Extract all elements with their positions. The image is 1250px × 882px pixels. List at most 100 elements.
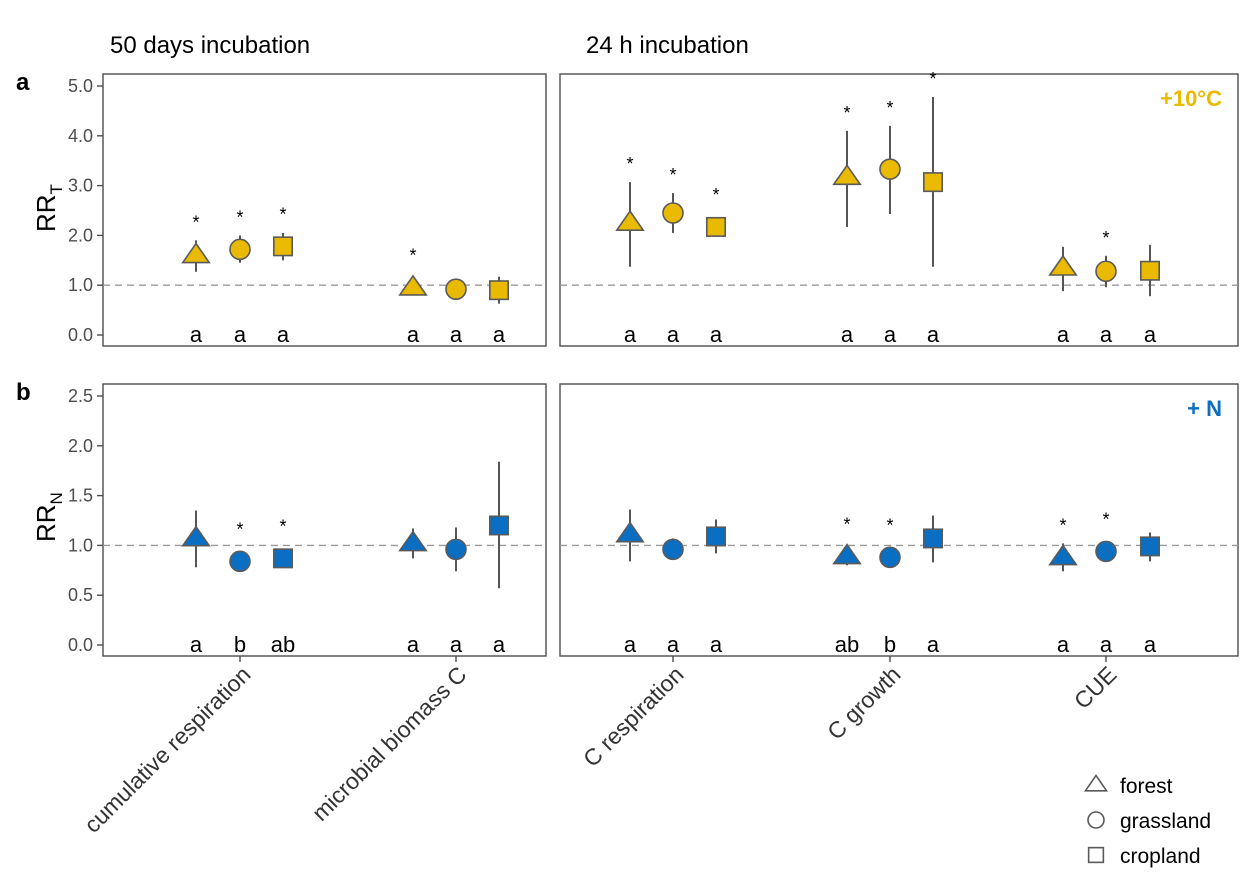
- circle-marker: [662, 202, 684, 224]
- significance-asterisk: *: [886, 515, 893, 535]
- group-letter: a: [1144, 322, 1157, 347]
- group-letter: a: [277, 322, 290, 347]
- data-point-group: a: [1048, 246, 1078, 347]
- significance-asterisk: *: [626, 154, 633, 174]
- y-axis-label-main: RR: [31, 194, 61, 232]
- circle-marker: [445, 538, 467, 561]
- group-letter: a: [1057, 322, 1070, 347]
- legend-label: forest: [1120, 775, 1173, 798]
- y-axis-label-sub: N: [47, 492, 66, 504]
- data-point-group: a: [445, 278, 467, 347]
- circle-marker: [1095, 540, 1117, 563]
- group-letter: a: [624, 322, 637, 347]
- significance-asterisk: *: [886, 98, 893, 118]
- data-point-group: a: [615, 509, 645, 657]
- circle-marker: [879, 158, 901, 180]
- square-marker: [705, 526, 726, 547]
- x-tick-label: C growth: [822, 661, 905, 744]
- significance-asterisk: *: [279, 204, 286, 224]
- significance-asterisk: *: [236, 519, 243, 539]
- group-letter: a: [234, 322, 247, 347]
- group-letter: ab: [271, 632, 295, 657]
- y-tick-label: 0.0: [68, 635, 93, 655]
- data-point-group: a: [488, 276, 509, 347]
- group-letter: a: [450, 632, 463, 657]
- circle-marker: [445, 278, 467, 300]
- data-point-group: *a: [272, 204, 293, 347]
- series-cropland: *ab a a a a: [271, 461, 1161, 657]
- y-tick-label: 1.0: [68, 535, 93, 555]
- y-tick-label: 0.0: [68, 325, 93, 345]
- data-point-group: *a: [1095, 228, 1117, 347]
- y-tick-label: 2.5: [68, 386, 93, 406]
- triangle-marker: [181, 242, 211, 264]
- data-point-group: *b: [879, 515, 901, 657]
- legend-circle-icon: [1087, 811, 1105, 829]
- data-point-group: *a: [181, 212, 211, 347]
- y-axis-label-sub: T: [47, 184, 66, 194]
- data-point-group: * ab: [271, 516, 295, 657]
- group-letter: a: [710, 322, 723, 347]
- series-forest: a a a*ab*a: [181, 509, 1078, 657]
- legend-square-icon: [1087, 846, 1105, 864]
- group-letter: a: [1057, 632, 1070, 657]
- square-marker: [705, 216, 726, 237]
- group-letter: a: [190, 322, 203, 347]
- y-axis-label: RRN: [31, 492, 66, 542]
- data-point-group: a: [445, 527, 467, 657]
- data-point-group: a: [1140, 532, 1161, 657]
- y-tick-label: 1.0: [68, 275, 93, 295]
- legend: forest grassland cropland: [1083, 774, 1211, 868]
- data-point-group: a: [662, 538, 684, 657]
- group-letter: a: [927, 632, 940, 657]
- data-point-group: a: [181, 510, 211, 657]
- significance-asterisk: *: [843, 514, 850, 534]
- x-tick-label: microbial biomass C: [307, 661, 472, 826]
- triangle-marker: [1048, 544, 1078, 566]
- x-tick-label: cumulative respiration: [79, 661, 256, 838]
- treatment-label: + N: [1187, 396, 1222, 421]
- legend-triangle-icon: [1083, 774, 1109, 792]
- circle-marker: [662, 538, 684, 561]
- significance-asterisk: *: [1102, 228, 1109, 248]
- significance-asterisk: *: [712, 185, 719, 205]
- significance-asterisk: *: [409, 246, 416, 266]
- group-header-24-h: 24 h incubation: [586, 32, 749, 59]
- group-letter: a: [493, 632, 506, 657]
- group-letter: a: [450, 322, 463, 347]
- group-letter: a: [927, 322, 940, 347]
- facet-frame: [102, 383, 547, 657]
- group-letter: a: [407, 632, 420, 657]
- y-tick-label: 2.0: [68, 225, 93, 245]
- group-letter: ab: [835, 632, 859, 657]
- group-letter: a: [1100, 322, 1113, 347]
- triangle-marker: [615, 521, 645, 543]
- data-point-group: *a: [229, 207, 251, 347]
- circle-marker: [879, 546, 901, 569]
- significance-asterisk: *: [843, 103, 850, 123]
- group-letter: a: [190, 632, 203, 657]
- series-grassland: *a a*a*a*a: [229, 98, 1117, 347]
- y-axis-label: RRT: [31, 184, 66, 232]
- triangle-marker: [832, 543, 862, 565]
- square-marker: [1140, 536, 1161, 557]
- square-marker: [272, 548, 293, 569]
- data-point-group: *a: [615, 154, 645, 347]
- data-point-group: *a: [879, 98, 901, 347]
- circle-marker: [229, 238, 251, 261]
- data-point-group: *a: [1095, 509, 1117, 657]
- data-point-group: a: [398, 528, 428, 657]
- data-point-group: a: [488, 461, 509, 657]
- square-marker: [922, 528, 943, 549]
- data-point-group: *a: [662, 165, 684, 347]
- triangle-marker: [1048, 254, 1078, 276]
- group-letter: a: [884, 322, 897, 347]
- data-point-group: * ab: [832, 514, 862, 657]
- treatment-label: +10°C: [1160, 86, 1222, 111]
- group-letter: a: [493, 322, 506, 347]
- significance-asterisk: *: [192, 212, 199, 232]
- group-letter: a: [1100, 632, 1113, 657]
- panel-label: a: [16, 69, 30, 96]
